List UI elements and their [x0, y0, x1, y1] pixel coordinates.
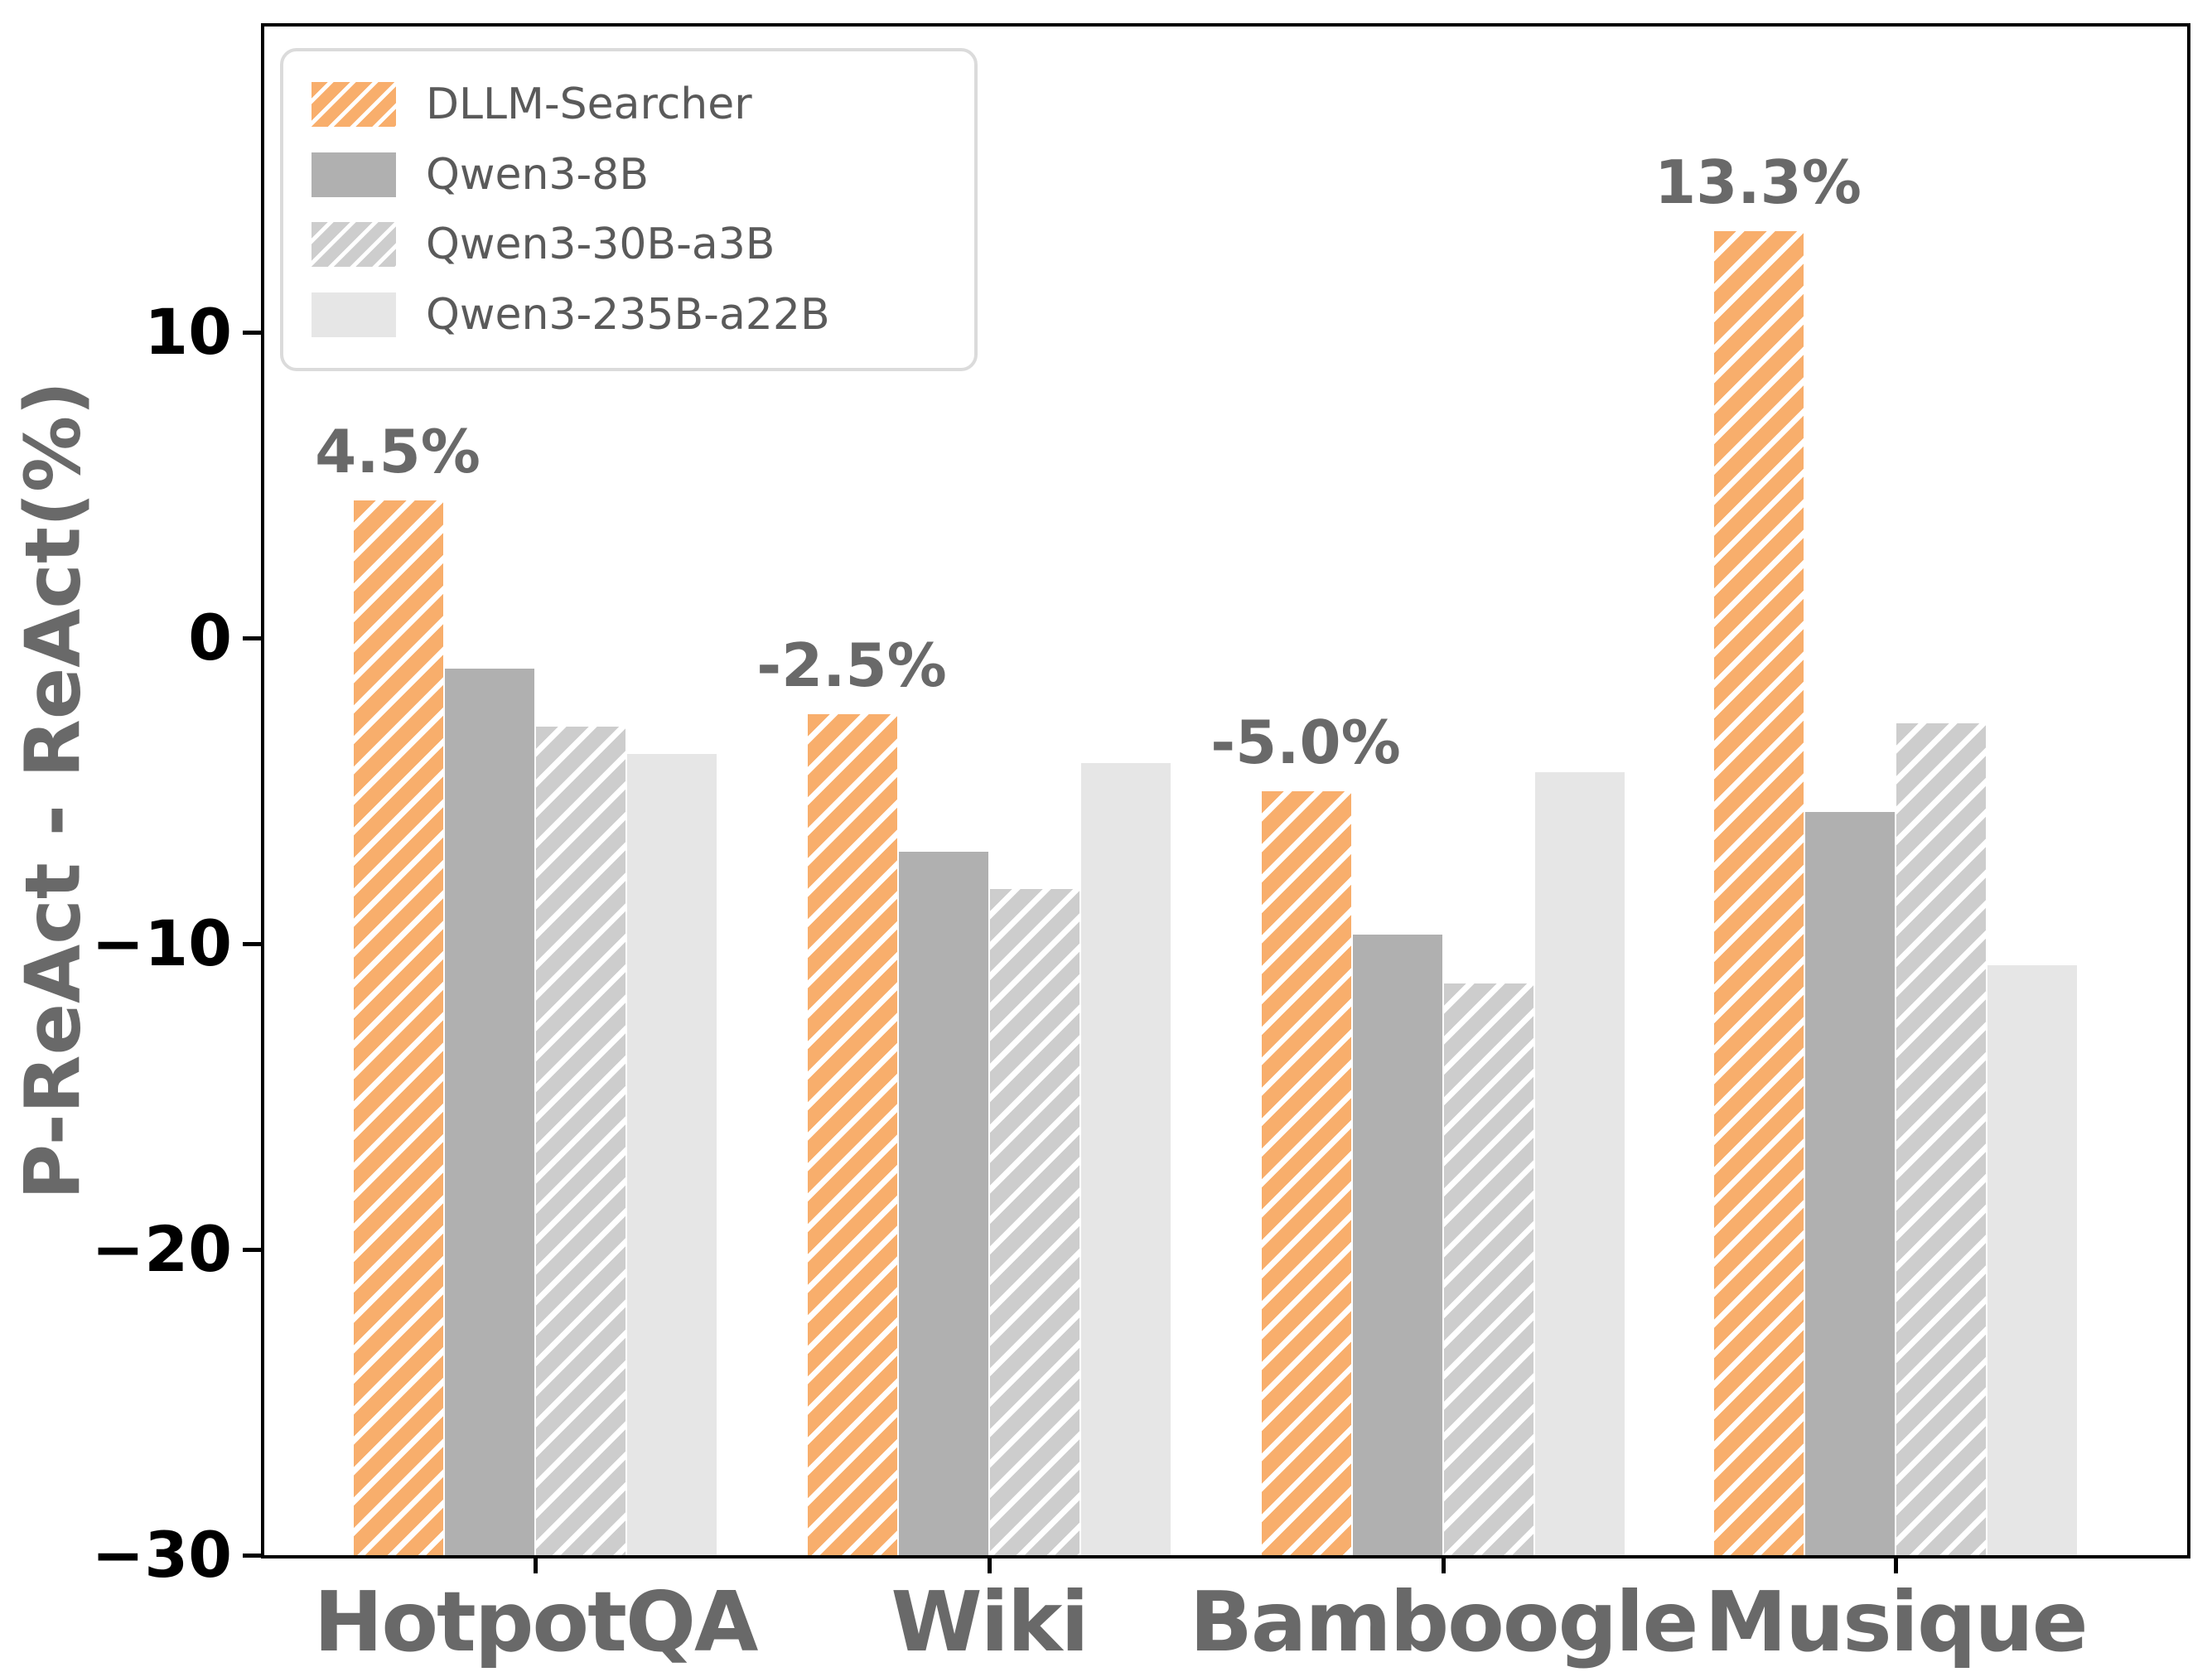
legend-item-qwen3-235b-a22b: Qwen3-235B-a22B [312, 291, 946, 339]
x-tick [988, 1558, 992, 1573]
legend-swatch-qwen3-235b-a22b [312, 292, 396, 338]
plot-area [261, 23, 2190, 1558]
bar-hotpotqa-qwen3-235b-a22b [627, 754, 717, 1555]
bar-hotpotqa-dllm-searcher [354, 500, 443, 1555]
bar-bamboogle-dllm-searcher [1262, 790, 1351, 1555]
x-tick-label-musique: Musique [1704, 1573, 2088, 1670]
bar-hotpotqa-qwen3-8b [445, 668, 534, 1555]
y-tick [243, 942, 261, 946]
legend-swatch-qwen3-8b [312, 152, 396, 197]
legend-label-qwen3-30b-a3b: Qwen3-30B-a3B [426, 220, 775, 270]
legend-label-qwen3-8b: Qwen3-8B [426, 149, 650, 200]
y-tick-label-10: 10 [144, 295, 232, 369]
legend-swatch-dllm-searcher [312, 81, 396, 127]
legend-label-qwen3-235b-a22b: Qwen3-235B-a22B [426, 290, 830, 341]
bar-bamboogle-qwen3-235b-a22b [1535, 772, 1625, 1555]
bar-musique-qwen3-235b-a22b [1987, 964, 2077, 1555]
y-tick [243, 1248, 261, 1252]
bar-musique-dllm-searcher [1714, 231, 1804, 1555]
y-tick-label-minus-30: −30 [91, 1518, 232, 1592]
legend: DLLM-Searcher Qwen3-8B Qwen3-30B-a3B Qwen3-… [280, 48, 978, 371]
bar-musique-qwen3-8b [1805, 812, 1895, 1555]
y-tick-label-minus-20: −20 [91, 1212, 232, 1286]
x-tick [534, 1558, 538, 1573]
legend-item-qwen3-8b: Qwen3-8B [312, 151, 946, 199]
legend-label-dllm-searcher: DLLM-Searcher [426, 79, 752, 129]
bar-wiki-qwen3-30b-a3b [990, 888, 1079, 1555]
bar-bamboogle-qwen3-30b-a3b [1444, 983, 1533, 1555]
bar-musique-qwen3-30b-a3b [1896, 723, 1986, 1555]
bars-layer [264, 27, 2187, 1555]
x-tick-label-hotpotqa: HotpotQA [313, 1573, 759, 1670]
y-tick [243, 1554, 261, 1558]
bar-wiki-dllm-searcher [808, 714, 897, 1555]
x-tick [1894, 1558, 1898, 1573]
y-tick [243, 331, 261, 335]
legend-item-qwen3-30b-a3b: Qwen3-30B-a3B [312, 220, 946, 268]
bar-wiki-qwen3-235b-a22b [1081, 763, 1171, 1555]
legend-swatch-qwen3-30b-a3b [312, 222, 396, 268]
bar-hotpotqa-qwen3-30b-a3b [536, 727, 625, 1555]
bar-bamboogle-qwen3-8b [1353, 934, 1442, 1555]
y-axis-label: P-ReAct - ReAct(%) [8, 380, 98, 1201]
y-tick [243, 636, 261, 640]
x-tick-label-wiki: Wiki [891, 1573, 1089, 1670]
x-tick [1442, 1558, 1446, 1573]
legend-item-dllm-searcher: DLLM-Searcher [312, 80, 946, 128]
bar-wiki-qwen3-8b [899, 852, 988, 1555]
x-tick-label-bamboogle: Bamboogle [1189, 1573, 1699, 1670]
